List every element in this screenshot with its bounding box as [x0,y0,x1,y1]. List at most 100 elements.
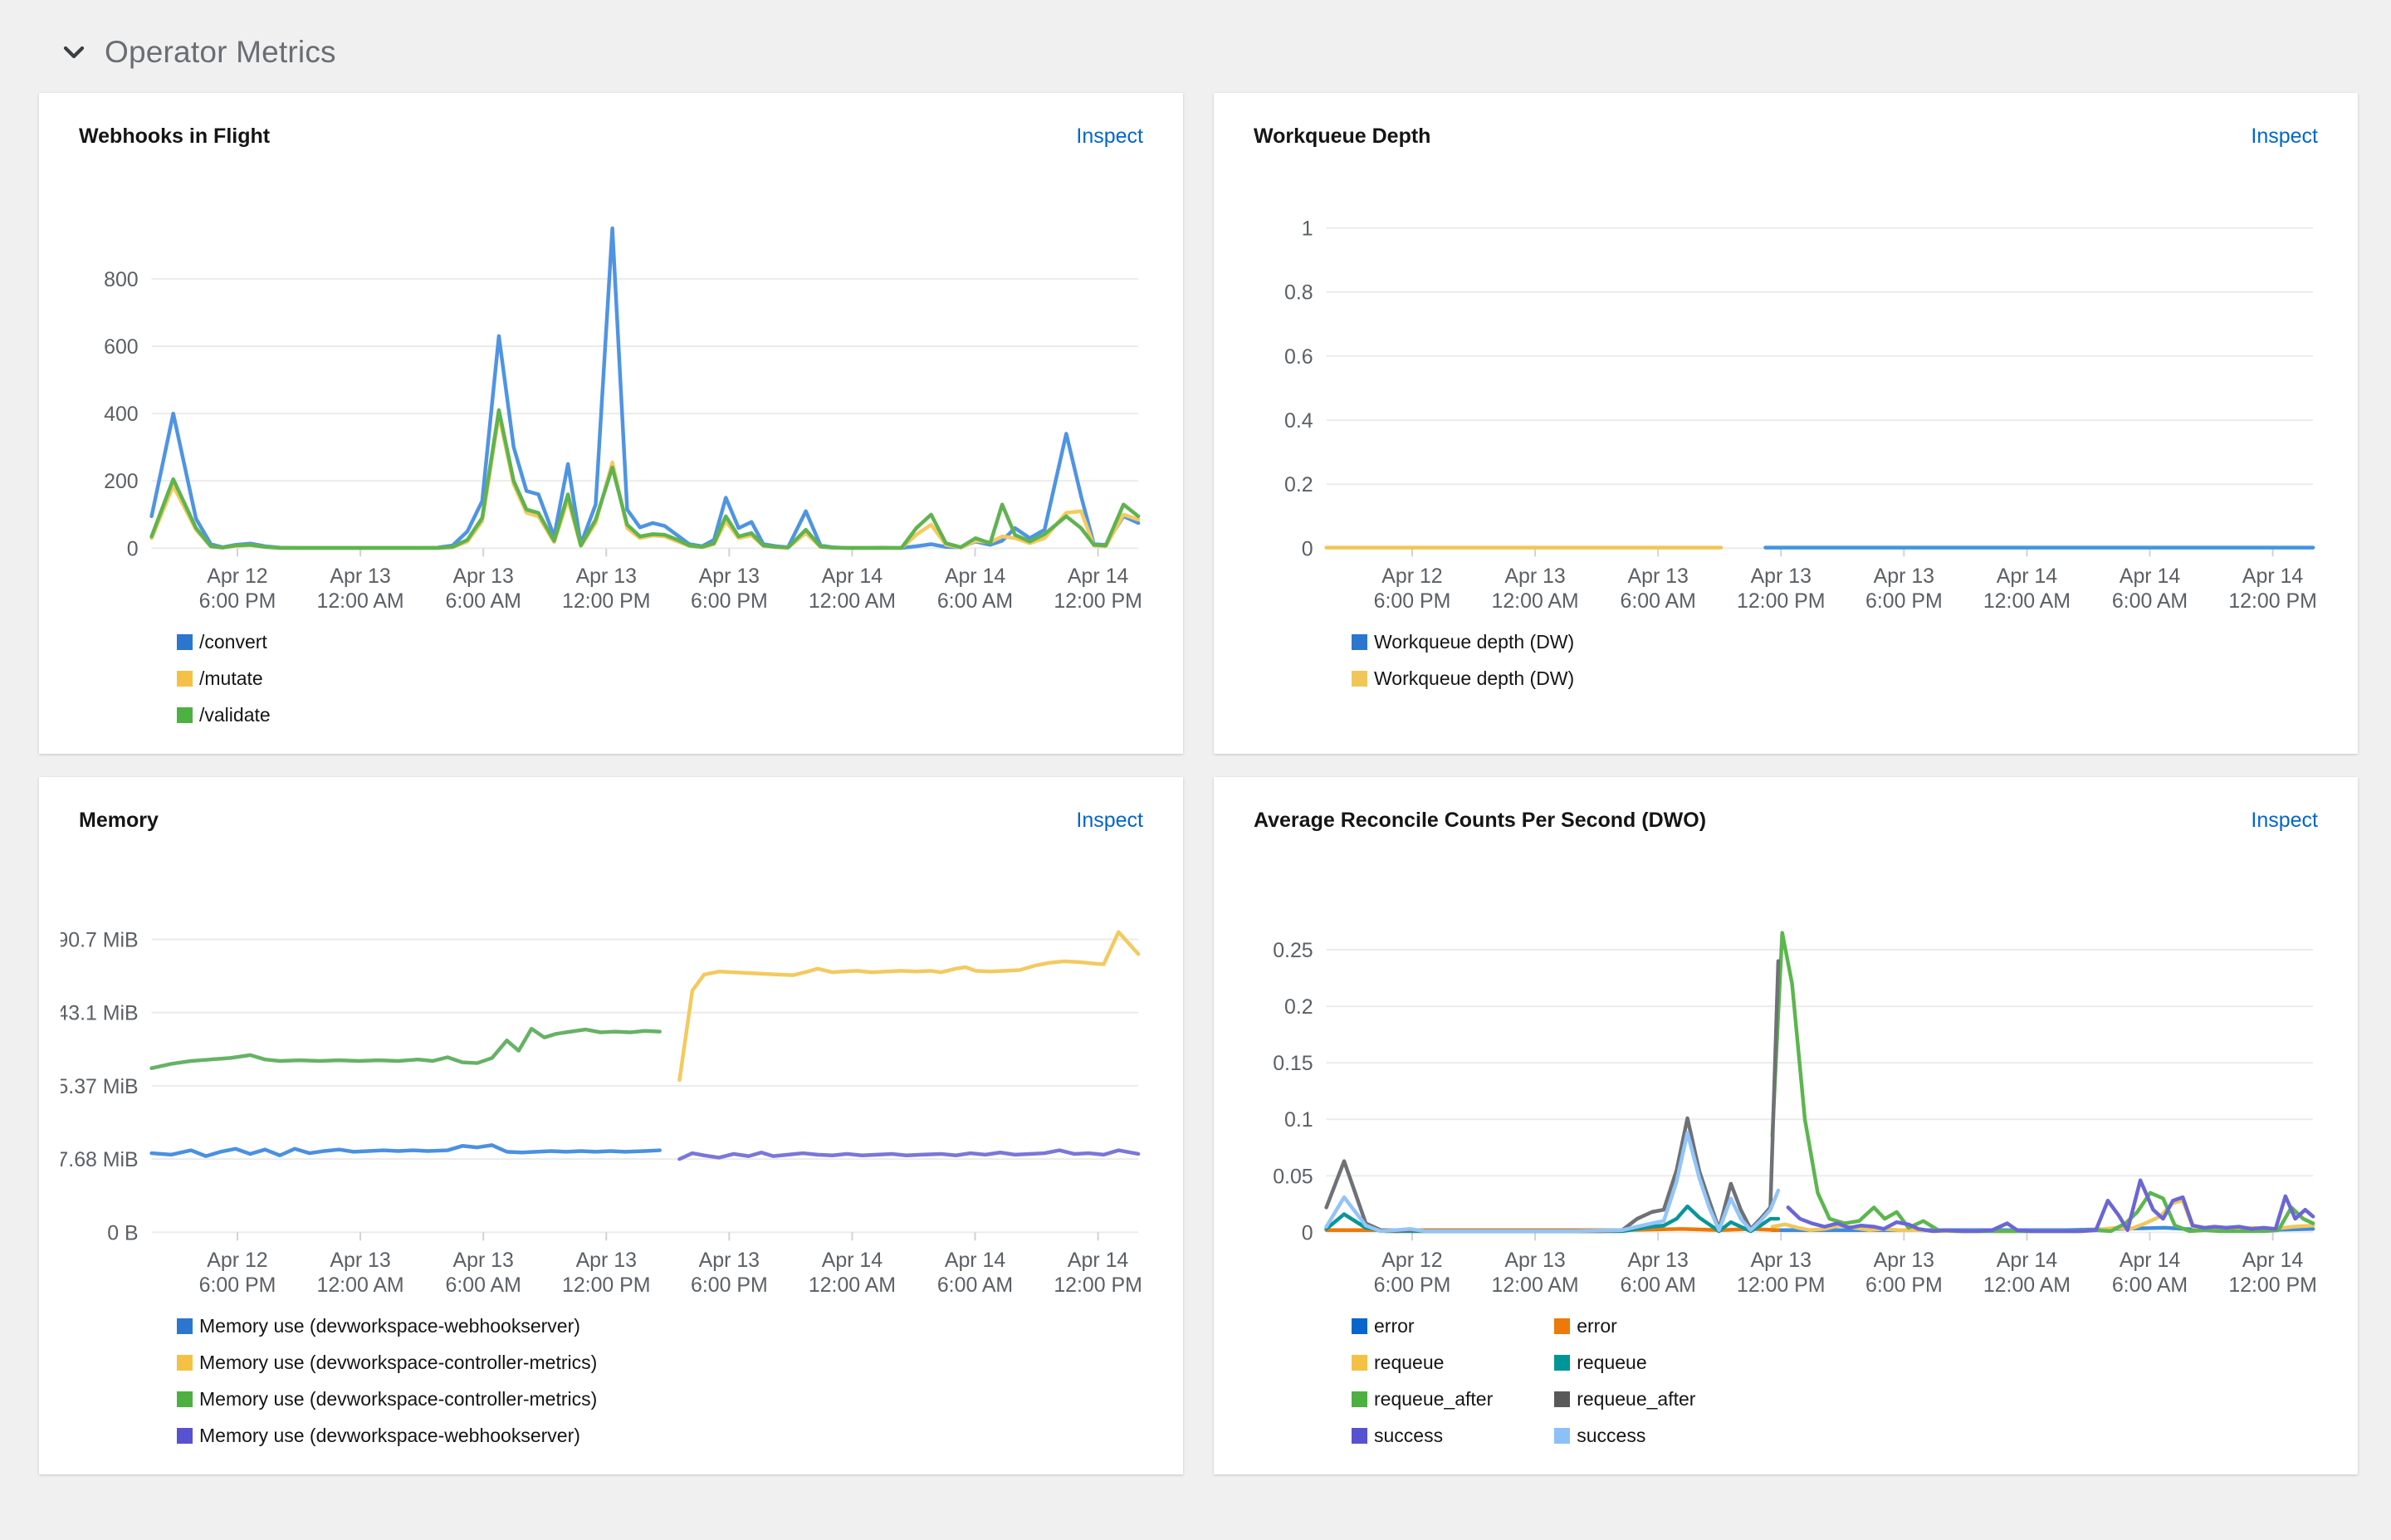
legend-swatch [177,1427,193,1444]
legend-item: error [1352,1312,1493,1340]
legend-item: success [1352,1421,1493,1450]
inspect-link[interactable]: Inspect [2251,809,2318,833]
memory-legend: Memory use (devworkspace-webhookserver) M… [177,1312,1161,1450]
legend-item: Workqueue depth (DW) [1352,628,1574,656]
svg-text:12:00 PM: 12:00 PM [562,1274,651,1297]
svg-text:47.68 MiB: 47.68 MiB [61,1148,139,1171]
series-requeue_after (old) [1324,959,1781,1234]
legend-item: Workqueue depth (DW) [1352,664,1574,692]
svg-text:0.6: 0.6 [1284,345,1313,369]
chart-title: Webhooks in Flight [79,125,271,148]
legend-swatch [1352,1318,1367,1334]
svg-text:Apr 14: Apr 14 [1997,565,2057,588]
chart-plot-area: 0 B 47.68 MiB 95.37 MiB 143.1 MiB 190.7 MiB A… [61,929,1142,1298]
svg-text:200: 200 [104,470,139,493]
svg-text:6:00 PM: 6:00 PM [691,589,768,613]
legend-label: /convert [199,630,267,653]
svg-text:Apr 14: Apr 14 [945,1249,1005,1272]
workqueue-depth-chart: 0 0.2 0.4 0.6 0.8 1 Apr 12 6:00 PM Apr 13 12:00 A… [1235,197,2336,614]
legend-label: error [1374,1314,1415,1337]
svg-text:12:00 PM: 12:00 PM [2228,1274,2317,1297]
svg-text:Apr 13: Apr 13 [1874,565,1934,588]
svg-text:Apr 12: Apr 12 [1381,565,1442,588]
series-Memory use (devworkspace-controller-metrics) [149,1026,662,1071]
svg-text:12:00 AM: 12:00 AM [809,589,896,613]
chart-title: Workqueue Depth [1254,125,1431,148]
svg-text:6:00 PM: 6:00 PM [691,1274,768,1297]
operator-metrics-section-toggle[interactable]: Operator Metrics [0,0,2391,93]
series-success (new) [1786,1178,2315,1234]
reconcile-legend: error requeue requeue_after success error req… [1352,1312,2336,1450]
svg-text:Apr 12: Apr 12 [207,565,267,588]
svg-text:12:00 AM: 12:00 AM [316,1274,403,1297]
legend-column: Workqueue depth (DW) Workqueue depth (DW) [1352,628,1574,692]
chevron-down-icon [61,40,86,65]
svg-text:12:00 PM: 12:00 PM [1054,1274,1142,1297]
legend-swatch [1352,633,1367,650]
legend-label: Workqueue depth (DW) [1374,630,1575,653]
legend-item: requeue [1554,1348,1695,1376]
svg-text:Apr 13: Apr 13 [452,1249,513,1272]
svg-text:Apr 13: Apr 13 [330,1249,390,1272]
memory-chart: 0 B 47.68 MiB 95.37 MiB 143.1 MiB 190.7 MiB A… [61,881,1161,1298]
svg-text:6:00 AM: 6:00 AM [1621,589,1696,613]
svg-text:Apr 13: Apr 13 [1874,1249,1934,1272]
legend-item: Memory use (devworkspace-controller-metr… [177,1385,597,1413]
svg-text:12:00 AM: 12:00 AM [809,1274,896,1297]
svg-text:12:00 PM: 12:00 PM [1737,1274,1826,1297]
legend-label: requeue_after [1374,1387,1494,1410]
series-requeue_after (new) [1770,931,2315,1234]
svg-text:Apr 14: Apr 14 [822,1249,883,1272]
legend-label: Workqueue depth (DW) [1374,667,1575,689]
svg-text:Apr 13: Apr 13 [1627,565,1688,588]
series-Memory use (devworkspace-controller-metrics) [677,930,1141,1083]
svg-text:6:00 AM: 6:00 AM [937,1274,1013,1297]
svg-text:0: 0 [127,537,139,560]
svg-text:Apr 13: Apr 13 [576,1249,637,1272]
series-Memory use (devworkspace-webhookserver) [677,1148,1141,1161]
inspect-link[interactable]: Inspect [1076,809,1143,833]
legend-swatch [1352,1391,1367,1407]
legend-label: /mutate [199,667,263,689]
svg-text:12:00 AM: 12:00 AM [1491,1274,1578,1297]
svg-text:Apr 13: Apr 13 [1751,565,1812,588]
svg-text:0.8: 0.8 [1284,281,1313,305]
legend-label: requeue_after [1577,1387,1696,1410]
legend-item: Memory use (devworkspace-webhookserver) [177,1421,597,1450]
svg-text:95.37 MiB: 95.37 MiB [61,1075,139,1098]
legend-label: Memory use (devworkspace-webhookserver) [199,1424,580,1446]
svg-text:6:00 PM: 6:00 PM [1865,1274,1943,1297]
card-workqueue-depth: Workqueue Depth Inspect 0 0.2 0.4 0.6 0.8 1 Ap… [1214,93,2358,755]
svg-text:0.05: 0.05 [1273,1165,1313,1188]
legend-item: success [1554,1421,1695,1450]
svg-text:800: 800 [104,268,139,291]
svg-text:Apr 13: Apr 13 [330,565,390,588]
legend-label: success [1577,1424,1646,1446]
legend-label: requeue [1577,1351,1647,1373]
legend-item: /convert [177,628,271,656]
svg-text:0.4: 0.4 [1284,409,1313,433]
legend-label: /validate [199,703,271,726]
inspect-link[interactable]: Inspect [1076,125,1143,148]
chart-title: Memory [79,809,159,833]
svg-text:Apr 13: Apr 13 [1504,565,1565,588]
svg-text:Apr 14: Apr 14 [1997,1249,2057,1272]
svg-text:Apr 14: Apr 14 [1068,1249,1128,1272]
svg-text:12:00 PM: 12:00 PM [1054,589,1142,613]
legend-swatch [177,670,193,687]
svg-text:6:00 PM: 6:00 PM [199,589,276,613]
legend-swatch [177,1391,193,1407]
svg-text:12:00 AM: 12:00 AM [316,589,403,613]
legend-column: error requeue requeue_after success [1352,1312,1493,1450]
svg-text:Apr 14: Apr 14 [822,565,883,588]
svg-text:190.7 MiB: 190.7 MiB [61,929,139,952]
svg-text:12:00 AM: 12:00 AM [1983,589,2071,613]
svg-text:Apr 13: Apr 13 [452,565,513,588]
legend-swatch [1554,1391,1571,1407]
webhooks-legend: /convert/mutate/validate [177,628,1161,729]
svg-text:143.1 MiB: 143.1 MiB [61,1002,139,1025]
inspect-link[interactable]: Inspect [2251,125,2318,148]
legend-swatch [1554,1354,1571,1371]
svg-text:Apr 14: Apr 14 [945,565,1005,588]
svg-text:0.25: 0.25 [1273,939,1313,962]
